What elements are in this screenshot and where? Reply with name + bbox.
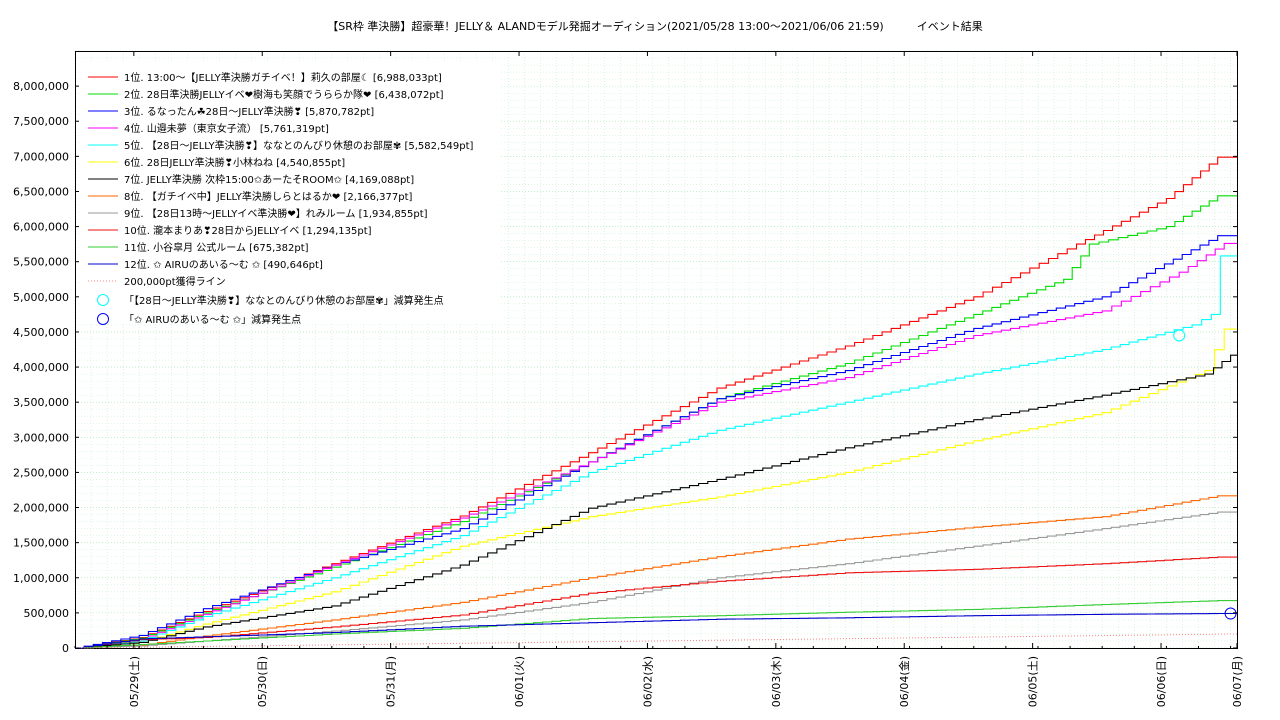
y-tick-label: 7,500,000: [13, 115, 69, 128]
x-tick-label: 06/07(月): [1231, 656, 1244, 707]
legend-label: 10位. 瀧本まりあ❣28日からJELLYイベ [1,294,135pt]: [124, 224, 372, 237]
legend-label: 8位. 【ガチイベ中】JELLY準決勝しらとはるか❤ [2,166,377pt]: [124, 190, 413, 203]
y-tick-label: 2,000,000: [13, 502, 69, 515]
chart-title: 【SR枠 準決勝】超豪華！JELLY＆ ALANDモデル発掘オーディション(20…: [327, 20, 983, 33]
legend-label: 4位. 山邉未夢（東京女子流） [5,761,319pt]: [124, 122, 329, 135]
x-axis: 05/29(土) 05/30(日) 05/31(月) 06/01(火) 06/02(水)…: [74, 51, 1244, 707]
x-tick-label: 05/29(土): [128, 656, 141, 707]
series-line: [75, 612, 1237, 649]
legend-label: 12位. ✩ AIRUのあいる〜む ✩ [490,646pt]: [124, 258, 323, 271]
x-tick-label: 06/05(土): [1027, 656, 1040, 707]
y-tick-label: 3,500,000: [13, 396, 69, 409]
series-line: [75, 556, 1237, 649]
series-line: [75, 235, 1237, 649]
legend-label: 9位. 【28日13時〜JELLYイベ準決勝❤】れみルーム [1,934,855…: [124, 207, 428, 220]
y-tick-label: 4,500,000: [13, 326, 69, 339]
y-tick-label: 2,500,000: [13, 466, 69, 479]
series-line: [75, 354, 1237, 649]
y-tick-label: 0: [62, 642, 69, 655]
marker-points: [1173, 329, 1237, 620]
y-tick-label: 1,000,000: [13, 572, 69, 585]
x-tick-label: 06/02(水): [641, 656, 654, 707]
legend-label: 「【28日〜JELLY準決勝❣】ななとのんびり休憩のお部屋✾」減算発生点: [124, 294, 444, 307]
series-line: [75, 242, 1237, 649]
plot-frame: [75, 51, 1238, 649]
legend-label: 11位. 小谷皐月 公式ルーム [675,382pt]: [124, 241, 309, 254]
legend-label: 2位. 28日準決勝JELLYイベ❤樹海も笑顔でうららか隊❤ [6,438,07…: [124, 88, 444, 101]
legend-label: 3位. るなったん☘28日〜JELLY準決勝❣ [5,870,782pt]: [124, 105, 374, 118]
y-tick-label: 5,500,000: [13, 256, 69, 269]
legend-label: 6位. 28日JELLY準決勝❣小林ねね [4,540,855pt]: [124, 156, 345, 169]
legend-marker: [97, 294, 109, 306]
legend-marker: [97, 313, 109, 325]
x-tick-label: 06/04(金): [897, 656, 911, 707]
legend-label: 7位. JELLY準決勝 次枠15:00✩あーたそROOM✩ [4,169,08…: [124, 173, 414, 186]
legend-label: 5位. 【28日〜JELLY準決勝❣】ななとのんびり休憩のお部屋✾ [5,582…: [124, 139, 474, 152]
y-tick-label: 5,000,000: [13, 291, 69, 304]
series-line: [75, 511, 1237, 649]
x-tick-label: 06/01(火): [513, 656, 526, 707]
legend-background: [80, 62, 500, 324]
series-line: [75, 255, 1237, 649]
series-line: [75, 328, 1237, 649]
x-tick-label: 05/30(日): [256, 656, 269, 707]
x-tick-label: 06/03(木): [770, 656, 783, 707]
y-tick-label: 500,000: [24, 607, 70, 620]
marker-point: [1173, 329, 1186, 342]
legend: 1位. 13:00〜【JELLY準決勝ガチイベ！】莉久の部屋☾ [6,988,0…: [80, 62, 500, 326]
legend-label: 1位. 13:00〜【JELLY準決勝ガチイベ！】莉久の部屋☾ [6,988,0…: [124, 71, 442, 84]
series-line: [75, 600, 1237, 649]
y-tick-label: 6,500,000: [13, 185, 69, 198]
y-tick-label: 6,000,000: [13, 221, 69, 234]
y-tick-label: 7,000,000: [13, 150, 69, 163]
x-tick-label: 06/06(日): [1155, 656, 1168, 707]
y-tick-label: 3,000,000: [13, 431, 69, 444]
series-lines: [74, 156, 1238, 649]
y-tick-label: 8,000,000: [13, 80, 69, 93]
y-tick-label: 4,000,000: [13, 361, 69, 374]
marker-point: [1224, 607, 1237, 620]
series-line: [75, 495, 1237, 649]
legend-label: 200,000pt獲得ライン: [124, 275, 226, 288]
y-axis: 0 500,000 1,000,000 1,500,000 2,000,000 2,500…: [13, 80, 1237, 655]
legend-label: 「✩ AIRUのあいる〜む ✩」減算発生点: [124, 313, 301, 326]
y-tick-label: 1,500,000: [13, 537, 69, 550]
x-tick-label: 05/31(月): [385, 656, 398, 707]
